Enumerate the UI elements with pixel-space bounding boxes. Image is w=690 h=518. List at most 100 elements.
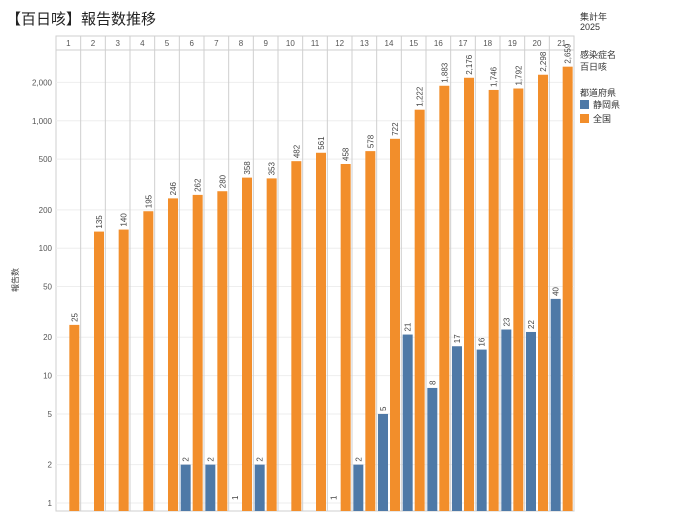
bar-shizuoka[interactable]	[254, 464, 265, 511]
data-label-national: 280	[218, 174, 227, 188]
bar-shizuoka[interactable]	[353, 464, 364, 511]
bar-national[interactable]	[192, 194, 203, 511]
y-tick-label: 2	[48, 461, 53, 470]
x-tick-label: 15	[409, 39, 418, 48]
data-label-national: 561	[317, 136, 326, 150]
y-tick-label: 20	[43, 333, 52, 342]
data-label-shizuoka: 8	[428, 380, 437, 385]
y-tick-label: 5	[48, 410, 53, 419]
y-tick-label: 1,000	[32, 117, 53, 126]
disease-filter-value[interactable]: 百日咳	[580, 62, 608, 72]
x-tick-label: 3	[115, 39, 120, 48]
data-label-national: 2,298	[539, 51, 548, 72]
x-tick-label: 13	[360, 39, 369, 48]
data-label-national: 262	[194, 178, 203, 192]
data-label-national: 140	[120, 213, 129, 227]
bar-national[interactable]	[118, 229, 129, 511]
bar-shizuoka[interactable]	[402, 334, 413, 511]
data-label-national: 353	[268, 162, 277, 176]
data-label-national: 195	[144, 194, 153, 208]
bar-shizuoka[interactable]	[427, 387, 438, 511]
bar-shizuoka[interactable]	[378, 413, 388, 511]
y-tick-label: 10	[43, 372, 52, 381]
y-tick-label: 50	[43, 283, 52, 292]
data-label-shizuoka: 16	[478, 337, 487, 346]
x-tick-label: 6	[189, 39, 194, 48]
x-tick-label: 18	[483, 39, 492, 48]
x-tick-label: 12	[335, 39, 344, 48]
bar-shizuoka[interactable]	[501, 329, 512, 511]
bar-national[interactable]	[266, 178, 277, 511]
data-label-national: 135	[95, 215, 104, 229]
data-label-national: 1,222	[416, 86, 425, 107]
data-label-national: 1,883	[440, 62, 449, 83]
data-label-shizuoka: 2	[354, 457, 363, 462]
data-label-national: 246	[169, 181, 178, 195]
page-title: 【百日咳】報告数推移	[6, 11, 157, 28]
data-label-shizuoka: 17	[453, 334, 462, 343]
bar-national[interactable]	[168, 198, 178, 512]
bar-shizuoka[interactable]	[476, 349, 487, 511]
x-tick-label: 16	[434, 39, 443, 48]
legend-item-shizuoka[interactable]: 静岡県	[580, 98, 620, 111]
y-axis-label: 報告数	[10, 268, 20, 292]
legend-swatch-national	[580, 114, 589, 123]
x-tick-label: 1	[66, 39, 71, 48]
bar-shizuoka[interactable]	[180, 464, 191, 511]
bar-national[interactable]	[143, 211, 154, 511]
bar-shizuoka[interactable]	[205, 464, 216, 511]
bar-national[interactable]	[217, 191, 228, 511]
data-label-shizuoka: 2	[182, 457, 191, 462]
bar-shizuoka[interactable]	[526, 331, 536, 511]
x-tick-label: 20	[533, 39, 542, 48]
year-filter-label: 集計年	[580, 12, 608, 22]
bar-national[interactable]	[488, 89, 499, 512]
bar-national[interactable]	[365, 151, 376, 511]
x-tick-label: 8	[239, 39, 244, 48]
bar-national[interactable]	[562, 66, 573, 511]
data-label-shizuoka: 40	[552, 286, 561, 295]
bar-national[interactable]	[390, 138, 400, 511]
x-tick-label: 14	[385, 39, 394, 48]
bar-national[interactable]	[94, 231, 104, 512]
bar-national[interactable]	[69, 324, 80, 511]
data-label-national: 2,659	[564, 43, 573, 64]
bar-national[interactable]	[242, 177, 252, 512]
x-tick-label: 10	[286, 39, 295, 48]
bar-national[interactable]	[538, 74, 548, 511]
data-label-national: 358	[243, 161, 252, 175]
legend-item-national[interactable]: 全国	[580, 112, 611, 125]
data-label-national: 722	[391, 122, 400, 136]
data-label-shizuoka: 1	[330, 495, 339, 500]
bar-shizuoka[interactable]	[550, 298, 561, 511]
data-label-national: 1,792	[514, 65, 523, 86]
x-tick-label: 4	[140, 39, 145, 48]
data-label-national: 578	[366, 134, 375, 148]
bar-national[interactable]	[513, 88, 524, 512]
data-label-shizuoka: 21	[404, 322, 413, 331]
data-label-national: 1,746	[490, 66, 499, 87]
bar-national[interactable]	[291, 161, 302, 511]
y-tick-label: 2,000	[32, 78, 53, 87]
legend-title: 都道府県	[580, 88, 617, 98]
bar-national[interactable]	[439, 85, 450, 511]
year-filter-value[interactable]: 2025	[580, 22, 601, 32]
x-tick-label: 17	[459, 39, 468, 48]
bar-national[interactable]	[414, 109, 425, 511]
bar-shizuoka[interactable]	[452, 346, 462, 511]
bar-national[interactable]	[340, 163, 351, 511]
legend-swatch-shizuoka	[580, 100, 589, 109]
data-label-shizuoka: 22	[527, 320, 536, 329]
legend-label-shizuoka: 静岡県	[593, 100, 621, 110]
bar-national[interactable]	[316, 152, 326, 512]
x-tick-label: 5	[165, 39, 170, 48]
data-label-national: 2,176	[465, 54, 474, 75]
x-tick-label: 2	[91, 39, 96, 48]
data-label-national: 458	[342, 147, 351, 161]
x-tick-label: 21	[557, 39, 566, 48]
x-tick-label: 9	[263, 39, 268, 48]
bar-national[interactable]	[464, 77, 474, 511]
disease-filter-label: 感染症名	[580, 50, 617, 60]
data-label-national: 482	[292, 144, 301, 158]
